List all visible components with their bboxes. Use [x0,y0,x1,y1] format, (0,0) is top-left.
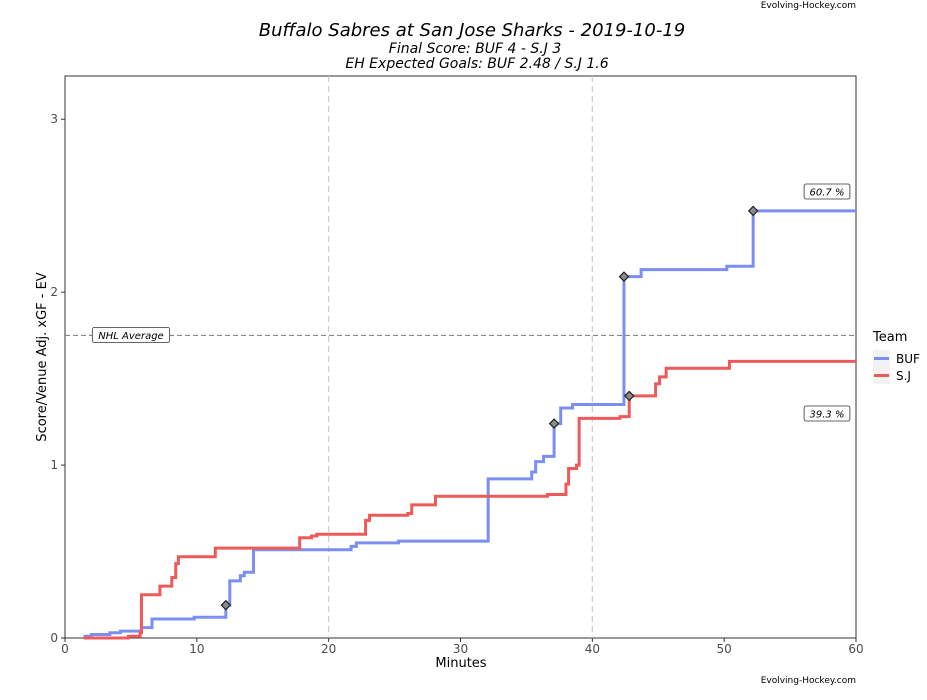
y-tick-label: 1 [50,458,58,472]
y-tick-label: 3 [50,112,58,126]
buf-share-label-box [803,183,851,200]
credit-top: Evolving-Hockey.com [761,1,856,11]
x-axis-title: Minutes [435,656,486,671]
x-tick-label: 60 [848,642,863,656]
annotations: NHL Average 60.7 % 39.3 % [91,183,851,422]
sj-share-label: 39.3 % [803,405,851,422]
x-tick-label: 30 [453,642,468,656]
reference-lines [65,76,856,638]
buf-share-label: 60.7 % [803,183,851,200]
goal-marker [548,418,560,429]
legend: Team BUF S.J [872,330,920,384]
goal-marker [220,599,232,611]
plot-panel [64,75,857,639]
sj-share-label-text: 39.3 % [810,410,845,421]
chart-title: Buffalo Sabres at San Jose Sharks - 2019… [259,20,685,41]
series-line-buf [83,209,856,638]
goal-marker [623,390,635,402]
axes: 0 10 20 30 40 50 60 0 1 2 3 [50,112,863,656]
nhl-average-label-box [91,326,171,343]
y-axis-title: Score/Venue Adj. xGF - EV [35,272,50,441]
y-tick-label: 2 [50,285,58,299]
sj-share-label-box [803,405,851,422]
goal-marker [618,271,630,282]
chart-subtitle-score: Final Score: BUF 4 - S.J 3 [389,41,561,57]
goal-marker [747,205,759,217]
nhl-average-label: NHL Average [91,326,171,343]
x-tick-label: 50 [717,642,732,656]
goal-markers [220,205,759,611]
x-tick-label: 10 [189,642,204,656]
legend-label-sj: S.J [896,369,911,383]
y-tick-label: 0 [50,631,58,645]
x-tick-label: 0 [61,642,69,656]
chart-subtitle-xg: EH Expected Goals: BUF 2.48 / S.J 1.6 [345,56,608,72]
buf-share-label-text: 60.7 % [810,188,845,199]
x-tick-label: 20 [321,642,336,656]
x-tick-label: 40 [585,642,600,656]
legend-title: Team [872,330,907,345]
legend-label-buf: BUF [896,352,920,366]
nhl-average-label-text: NHL Average [98,331,163,342]
credit-bottom: Evolving-Hockey.com [761,676,856,686]
